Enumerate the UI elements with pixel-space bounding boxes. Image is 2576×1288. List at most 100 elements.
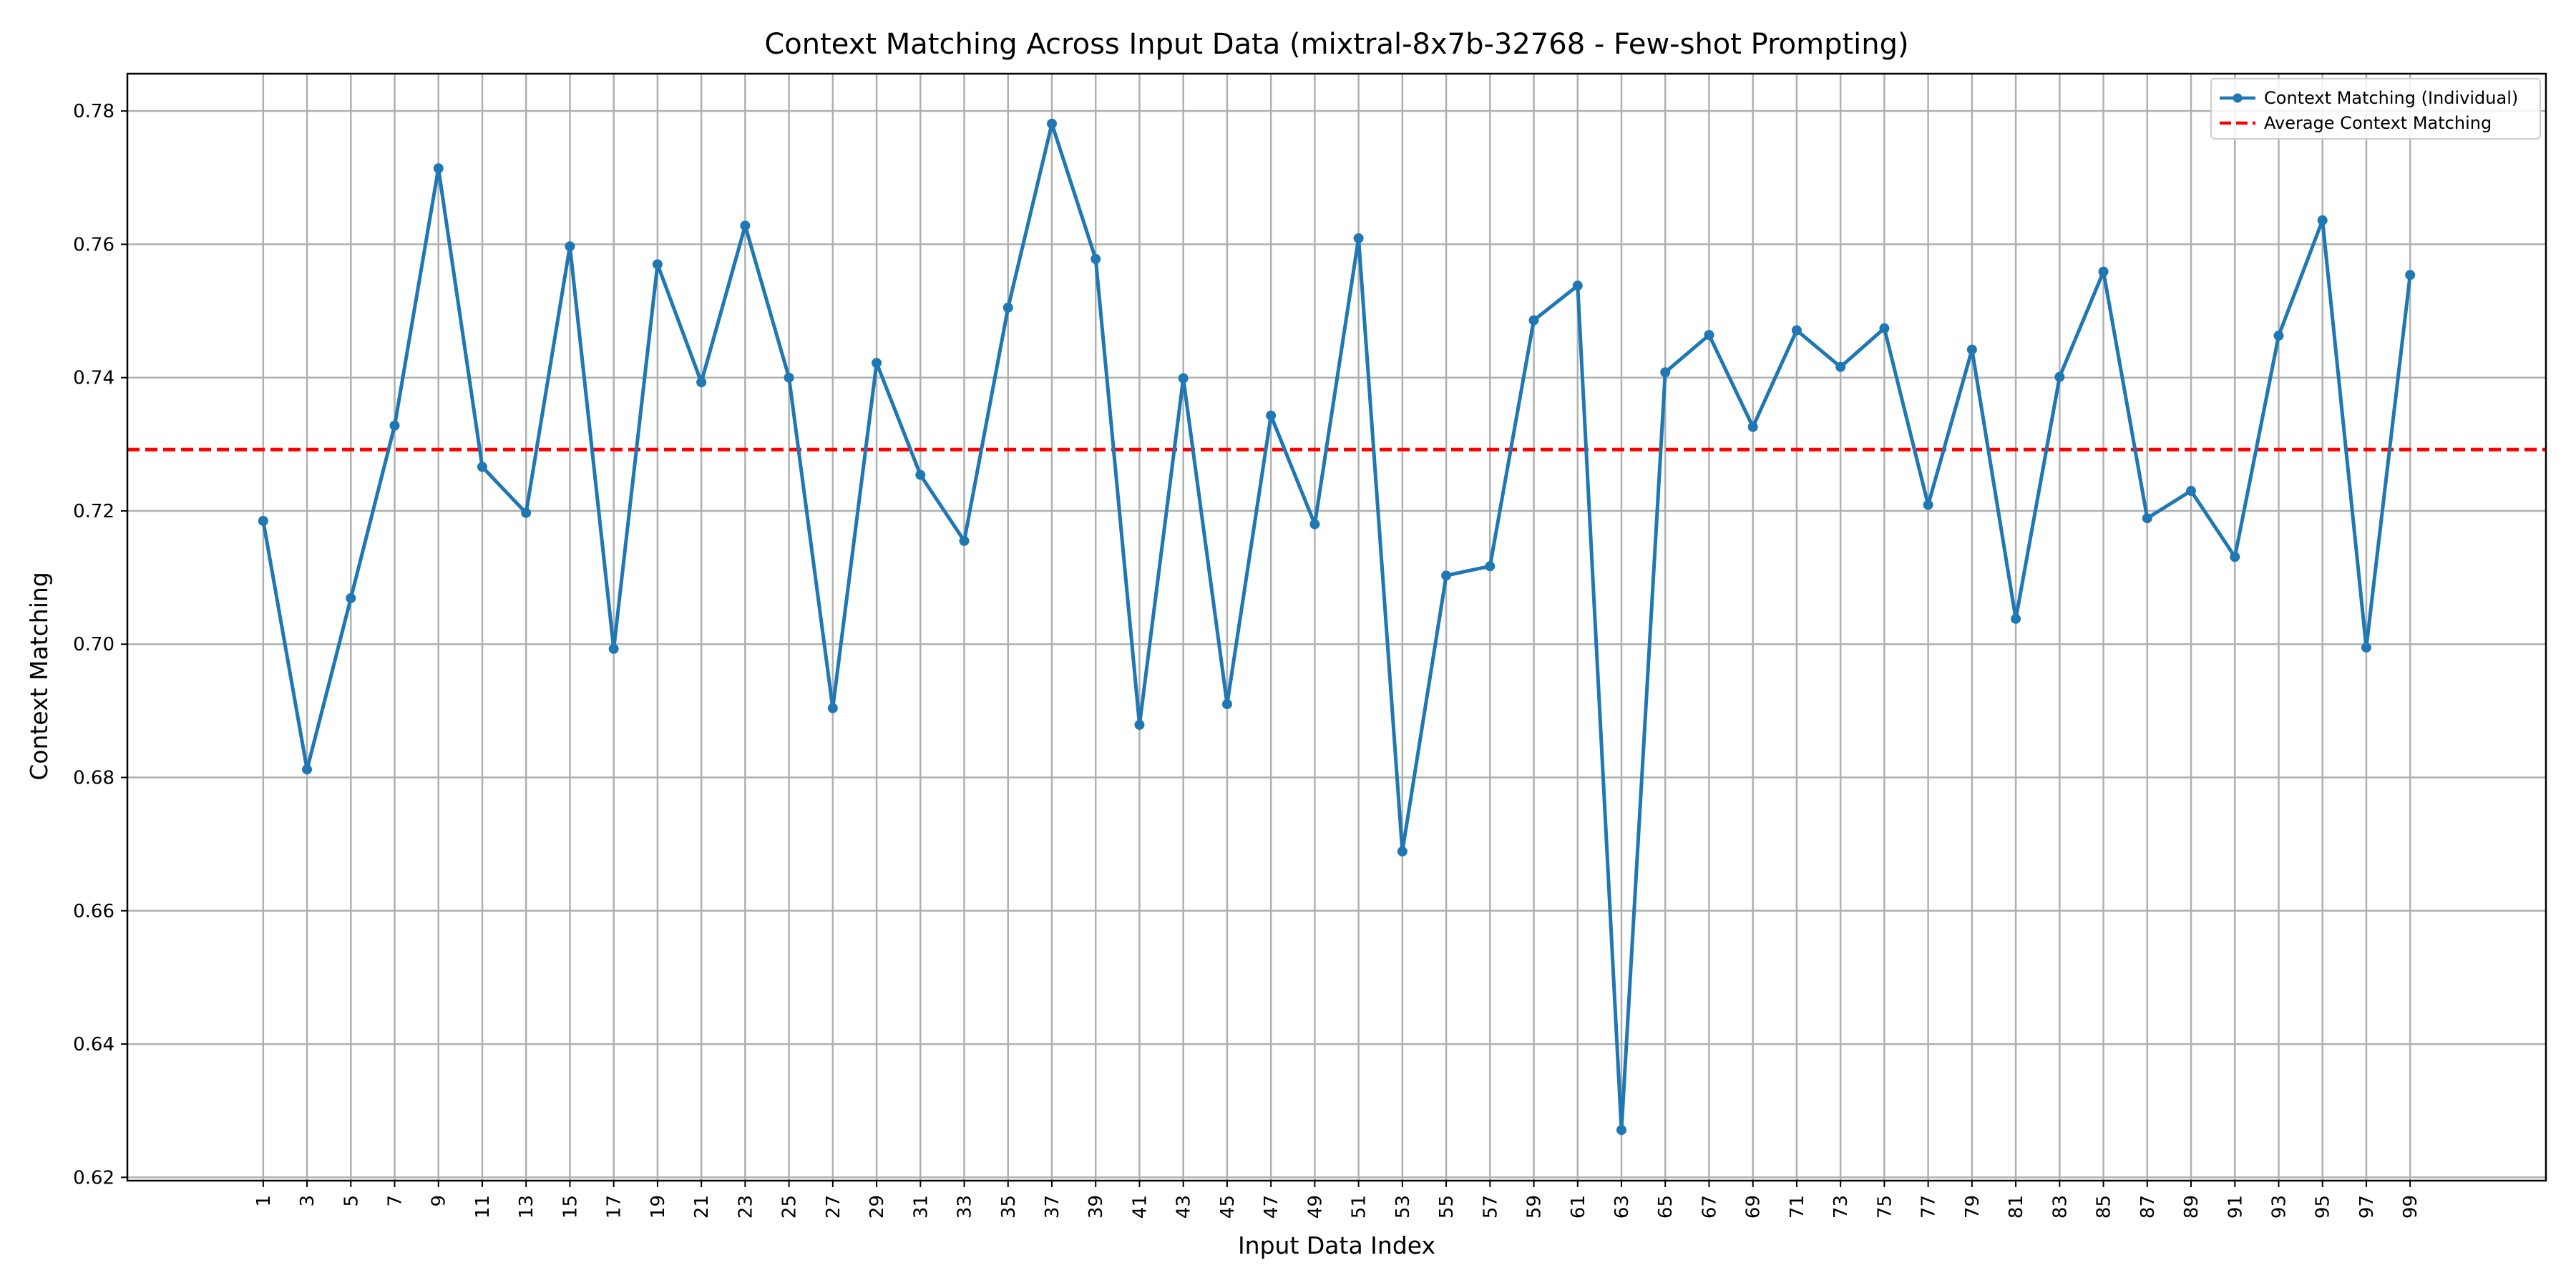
data-point xyxy=(652,259,663,270)
data-point xyxy=(346,592,356,603)
x-tick-label: 25 xyxy=(779,1195,801,1219)
x-tick-label: 37 xyxy=(1042,1195,1063,1219)
y-tick-label: 0.62 xyxy=(73,1167,114,1189)
x-tick-label: 55 xyxy=(1436,1195,1458,1219)
x-tick-label: 23 xyxy=(735,1195,756,1219)
x-tick-label: 5 xyxy=(341,1195,362,1207)
series-layer xyxy=(258,118,2416,1136)
data-point xyxy=(1616,1125,1627,1136)
x-tick-label: 83 xyxy=(2049,1195,2071,1219)
x-tick-label: 95 xyxy=(2313,1195,2334,1219)
data-point xyxy=(1178,373,1189,384)
x-tick-label: 91 xyxy=(2225,1195,2246,1219)
data-point xyxy=(521,507,532,518)
data-point xyxy=(1879,323,1890,333)
data-point xyxy=(1397,846,1407,857)
x-tick-label: 19 xyxy=(648,1195,669,1219)
y-tick-label: 0.78 xyxy=(73,101,114,122)
data-point xyxy=(477,462,487,472)
data-point xyxy=(2230,552,2240,562)
data-point xyxy=(1747,421,1758,432)
data-point xyxy=(608,643,619,654)
x-tick-label: 31 xyxy=(910,1195,932,1219)
data-point xyxy=(2054,371,2065,382)
x-tick-label: 69 xyxy=(1743,1195,1765,1219)
x-tick-label: 7 xyxy=(385,1195,406,1207)
legend-series-label: Context Matching (Individual) xyxy=(2264,88,2518,108)
data-point xyxy=(1134,719,1145,730)
grid-layer xyxy=(127,74,2546,1181)
data-point xyxy=(433,163,444,174)
x-tick-label: 39 xyxy=(1085,1195,1107,1219)
data-point xyxy=(1485,561,1496,572)
x-tick-label: 81 xyxy=(2006,1195,2027,1219)
x-tick-label: 57 xyxy=(1480,1195,1501,1219)
data-point xyxy=(740,220,751,231)
data-point xyxy=(1923,499,1933,510)
x-tick-label: 33 xyxy=(955,1195,976,1219)
data-point xyxy=(784,372,794,383)
legend-series-marker xyxy=(2233,93,2243,103)
data-point xyxy=(2142,513,2152,524)
x-tick-label: 11 xyxy=(472,1195,494,1219)
x-tick-label: 63 xyxy=(1611,1195,1633,1219)
x-tick-label: 87 xyxy=(2137,1195,2159,1219)
x-tick-label: 89 xyxy=(2181,1195,2202,1219)
x-tick-label: 13 xyxy=(516,1195,537,1219)
plot-frame xyxy=(126,72,2547,1182)
x-tick-label: 43 xyxy=(1174,1195,1195,1219)
data-point xyxy=(565,241,575,252)
x-tick-label: 97 xyxy=(2356,1195,2378,1219)
x-tick-label: 73 xyxy=(1830,1195,1852,1219)
x-tick-label: 71 xyxy=(1787,1195,1808,1219)
x-tick-label: 79 xyxy=(1962,1195,1984,1219)
x-tick-label: 41 xyxy=(1129,1195,1151,1219)
data-point xyxy=(302,764,313,775)
data-point xyxy=(2317,215,2328,225)
data-point xyxy=(1791,325,1802,336)
data-point xyxy=(1353,233,1364,244)
data-point xyxy=(827,703,838,713)
x-tick-label: 47 xyxy=(1261,1195,1282,1219)
data-point xyxy=(1528,315,1539,326)
data-point xyxy=(2098,266,2109,277)
x-tick-label: 3 xyxy=(297,1195,318,1207)
x-tick-label: 85 xyxy=(2094,1195,2115,1219)
x-tick-label: 75 xyxy=(1874,1195,1896,1219)
y-tick-label: 0.76 xyxy=(73,234,114,255)
data-point xyxy=(1091,253,1101,264)
data-point xyxy=(1572,280,1583,291)
x-tick-label: 93 xyxy=(2268,1195,2290,1219)
data-point xyxy=(2011,613,2021,624)
x-tick-label: 1 xyxy=(253,1195,275,1207)
data-point xyxy=(389,420,400,431)
x-tick-label: 29 xyxy=(867,1195,888,1219)
data-point xyxy=(1441,570,1452,581)
x-tick-label: 61 xyxy=(1568,1195,1589,1219)
x-tick-label: 67 xyxy=(1699,1195,1720,1219)
y-tick-label: 0.68 xyxy=(73,768,114,789)
data-point xyxy=(1266,410,1277,421)
data-point xyxy=(1704,330,1714,341)
data-point xyxy=(2273,331,2284,341)
legend-average-label: Average Context Matching xyxy=(2264,113,2492,133)
y-axis-ticks: 0.62 0.64 0.66 0.68 0.70 0.72 0.74 0.76 0.78 xyxy=(73,101,127,1189)
data-point xyxy=(2405,270,2416,280)
legend: Context Matching (Individual) Average Co… xyxy=(2210,78,2541,140)
data-point xyxy=(1046,118,1057,129)
x-tick-label: 27 xyxy=(823,1195,844,1219)
x-tick-label: 45 xyxy=(1217,1195,1239,1219)
data-point xyxy=(959,535,970,546)
series-line xyxy=(261,122,2412,1132)
data-point xyxy=(258,515,268,526)
x-tick-label: 65 xyxy=(1655,1195,1677,1219)
x-tick-label: 21 xyxy=(691,1195,713,1219)
data-point xyxy=(1221,699,1232,710)
legend-box xyxy=(2210,78,2541,140)
data-point xyxy=(1309,519,1320,530)
y-tick-label: 0.74 xyxy=(73,368,114,389)
x-tick-label: 49 xyxy=(1304,1195,1326,1219)
x-tick-label: 53 xyxy=(1392,1195,1414,1219)
y-tick-label: 0.66 xyxy=(73,901,114,922)
